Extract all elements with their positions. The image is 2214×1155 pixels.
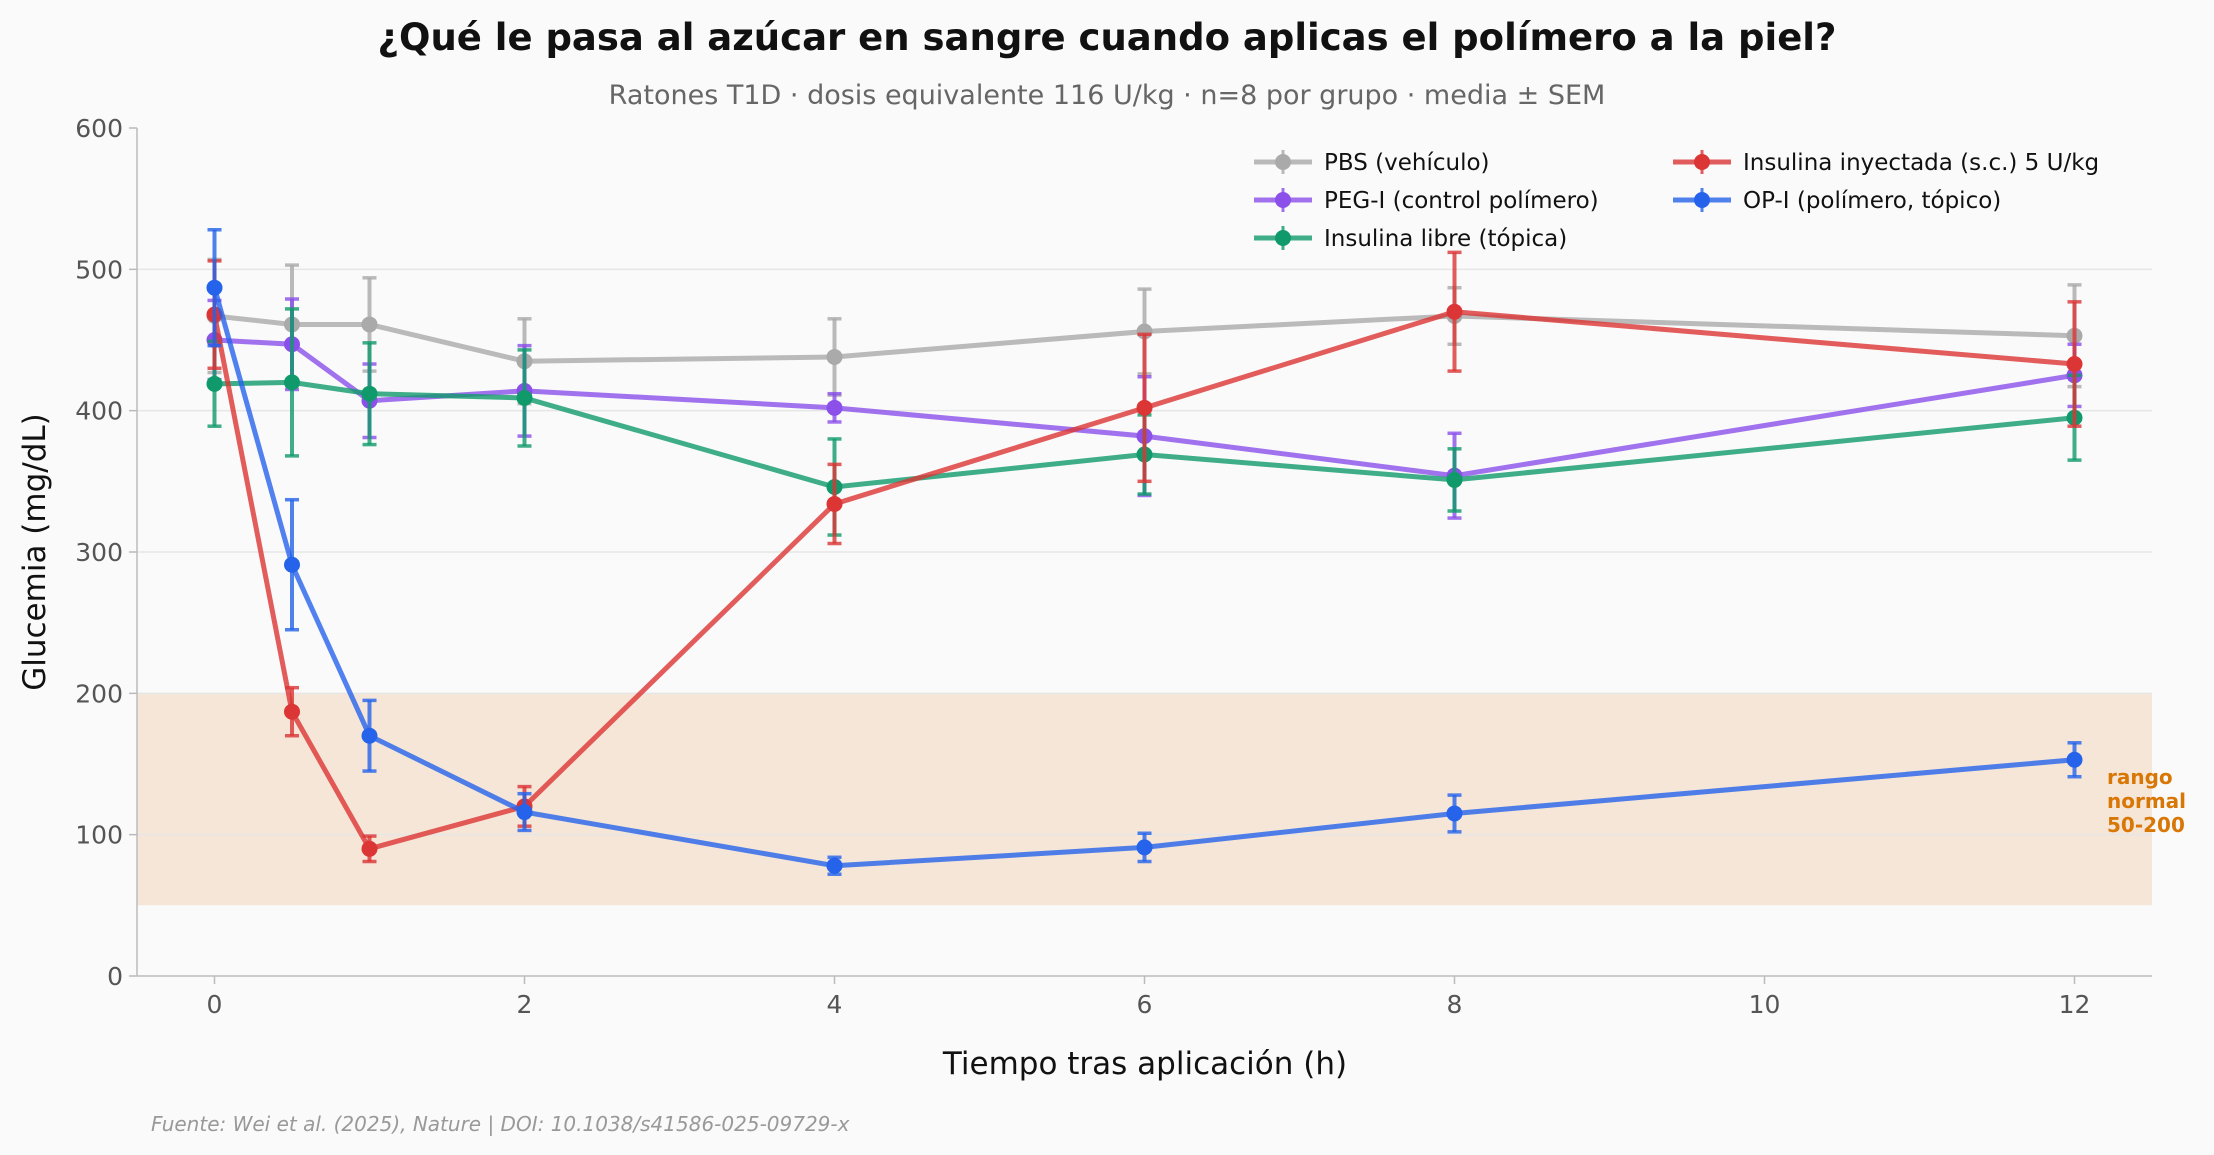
legend-label: PBS (vehículo)	[1324, 150, 1490, 176]
x-tick-label: 6	[1137, 990, 1153, 1019]
y-tick-label: 300	[75, 538, 123, 567]
data-point	[206, 279, 223, 296]
legend-swatch-marker	[1694, 192, 1710, 208]
x-axis-label: Tiempo tras aplicación (h)	[942, 1046, 1347, 1082]
y-tick-label: 100	[75, 821, 123, 850]
data-point	[2066, 356, 2083, 373]
data-point	[1136, 399, 1153, 416]
legend-label: OP-I (polímero, tópico)	[1743, 188, 2001, 214]
chart-title: ¿Qué le pasa al azúcar en sangre cuando …	[378, 16, 1837, 59]
x-tick-label: 10	[1749, 990, 1781, 1019]
x-tick-label: 4	[827, 990, 843, 1019]
legend-label: PEG-I (control polímero)	[1324, 188, 1599, 214]
data-point	[361, 385, 378, 402]
data-point	[1446, 303, 1463, 320]
legend-swatch-marker	[1275, 230, 1291, 246]
x-tick-label: 12	[2059, 990, 2091, 1019]
y-axis-label: Glucemia (mg/dL)	[17, 413, 53, 691]
x-tick-label: 8	[1447, 990, 1463, 1019]
legend-label: Insulina inyectada (s.c.) 5 U/kg	[1743, 150, 2099, 176]
y-tick-label: 600	[75, 114, 123, 143]
data-point	[206, 375, 223, 392]
series-line	[212, 309, 2075, 852]
legend-label: Insulina libre (tópica)	[1324, 226, 1567, 252]
chart-subtitle: Ratones T1D · dosis equivalente 116 U/kg…	[609, 80, 1606, 111]
data-point	[361, 840, 378, 857]
series-line	[214, 313, 2075, 364]
x-tick-label: 2	[517, 990, 533, 1019]
data-point	[826, 399, 843, 416]
data-point	[284, 374, 300, 391]
series-line	[214, 337, 2075, 479]
data-point	[1446, 805, 1463, 822]
series-line	[214, 379, 2075, 490]
y-tick-label: 200	[75, 679, 123, 708]
data-point	[361, 316, 378, 333]
legend-swatch-marker	[1694, 154, 1710, 170]
x-tick-label: 0	[207, 990, 223, 1019]
y-tick-label: 0	[107, 962, 123, 991]
data-point	[2066, 751, 2083, 768]
normal-range-label: rango	[2107, 765, 2173, 789]
source-note: Fuente: Wei et al. (2025), Nature | DOI:…	[151, 1112, 850, 1136]
data-point	[826, 495, 843, 512]
legend-swatch-marker	[1275, 154, 1291, 170]
data-point	[516, 389, 533, 406]
data-point	[1136, 839, 1153, 856]
data-point	[826, 348, 843, 365]
data-point	[284, 703, 300, 720]
normal-range-label: 50-200	[2107, 813, 2185, 837]
data-point	[361, 727, 378, 744]
legend-swatch-marker	[1275, 192, 1291, 208]
y-tick-label: 500	[75, 255, 123, 284]
y-tick-label: 400	[75, 397, 123, 426]
data-point	[826, 857, 843, 874]
normal-range-band	[137, 693, 2152, 906]
data-point	[516, 804, 533, 821]
data-point	[284, 556, 300, 573]
data-point	[1446, 471, 1463, 488]
normal-range-label: normal	[2107, 789, 2186, 813]
series-line	[212, 287, 2075, 869]
